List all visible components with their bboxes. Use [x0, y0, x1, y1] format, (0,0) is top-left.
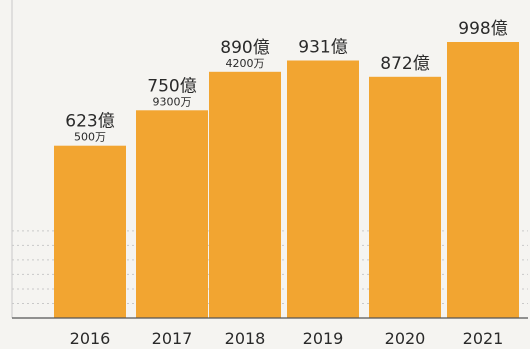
bar-2017 [136, 110, 208, 318]
data-sublabel-2017: 9300万 [153, 95, 192, 108]
data-label-2019: 931億 [298, 38, 347, 58]
data-sublabel-2016: 500万 [74, 131, 106, 144]
x-tick-2020: 2020 [385, 329, 426, 348]
x-tick-2019: 2019 [303, 329, 344, 348]
bar-2019 [287, 60, 359, 318]
data-sublabel-2018: 4200万 [226, 57, 265, 70]
bar-2020 [369, 76, 441, 318]
data-label-2016: 623億 [65, 112, 114, 132]
data-label-2018: 890億 [220, 38, 269, 58]
bar-2016 [54, 145, 126, 318]
bar-2018 [209, 71, 281, 318]
bar-2021 [447, 42, 519, 318]
x-tick-2021: 2021 [463, 329, 504, 348]
x-tick-labels: 2016 2017 2018 2019 2020 2021 [70, 329, 504, 348]
x-tick-2016: 2016 [70, 329, 111, 348]
x-tick-2017: 2017 [152, 329, 193, 348]
data-label-2020: 872億 [380, 54, 429, 74]
bars [54, 42, 519, 318]
data-label-2017: 750億 [147, 76, 196, 96]
x-tick-2018: 2018 [225, 329, 266, 348]
data-label-2021: 998億 [458, 19, 507, 39]
